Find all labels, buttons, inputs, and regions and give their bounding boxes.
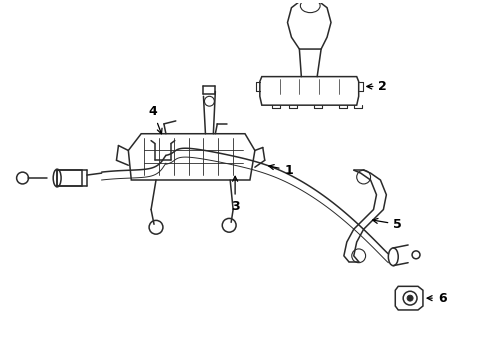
Text: 2: 2: [366, 80, 386, 93]
Text: 4: 4: [148, 105, 162, 134]
Text: 6: 6: [426, 292, 446, 305]
Text: 5: 5: [372, 218, 401, 231]
Bar: [57, 170, 81, 186]
Text: 1: 1: [268, 164, 293, 177]
Text: 3: 3: [230, 176, 239, 213]
Circle shape: [407, 295, 412, 301]
